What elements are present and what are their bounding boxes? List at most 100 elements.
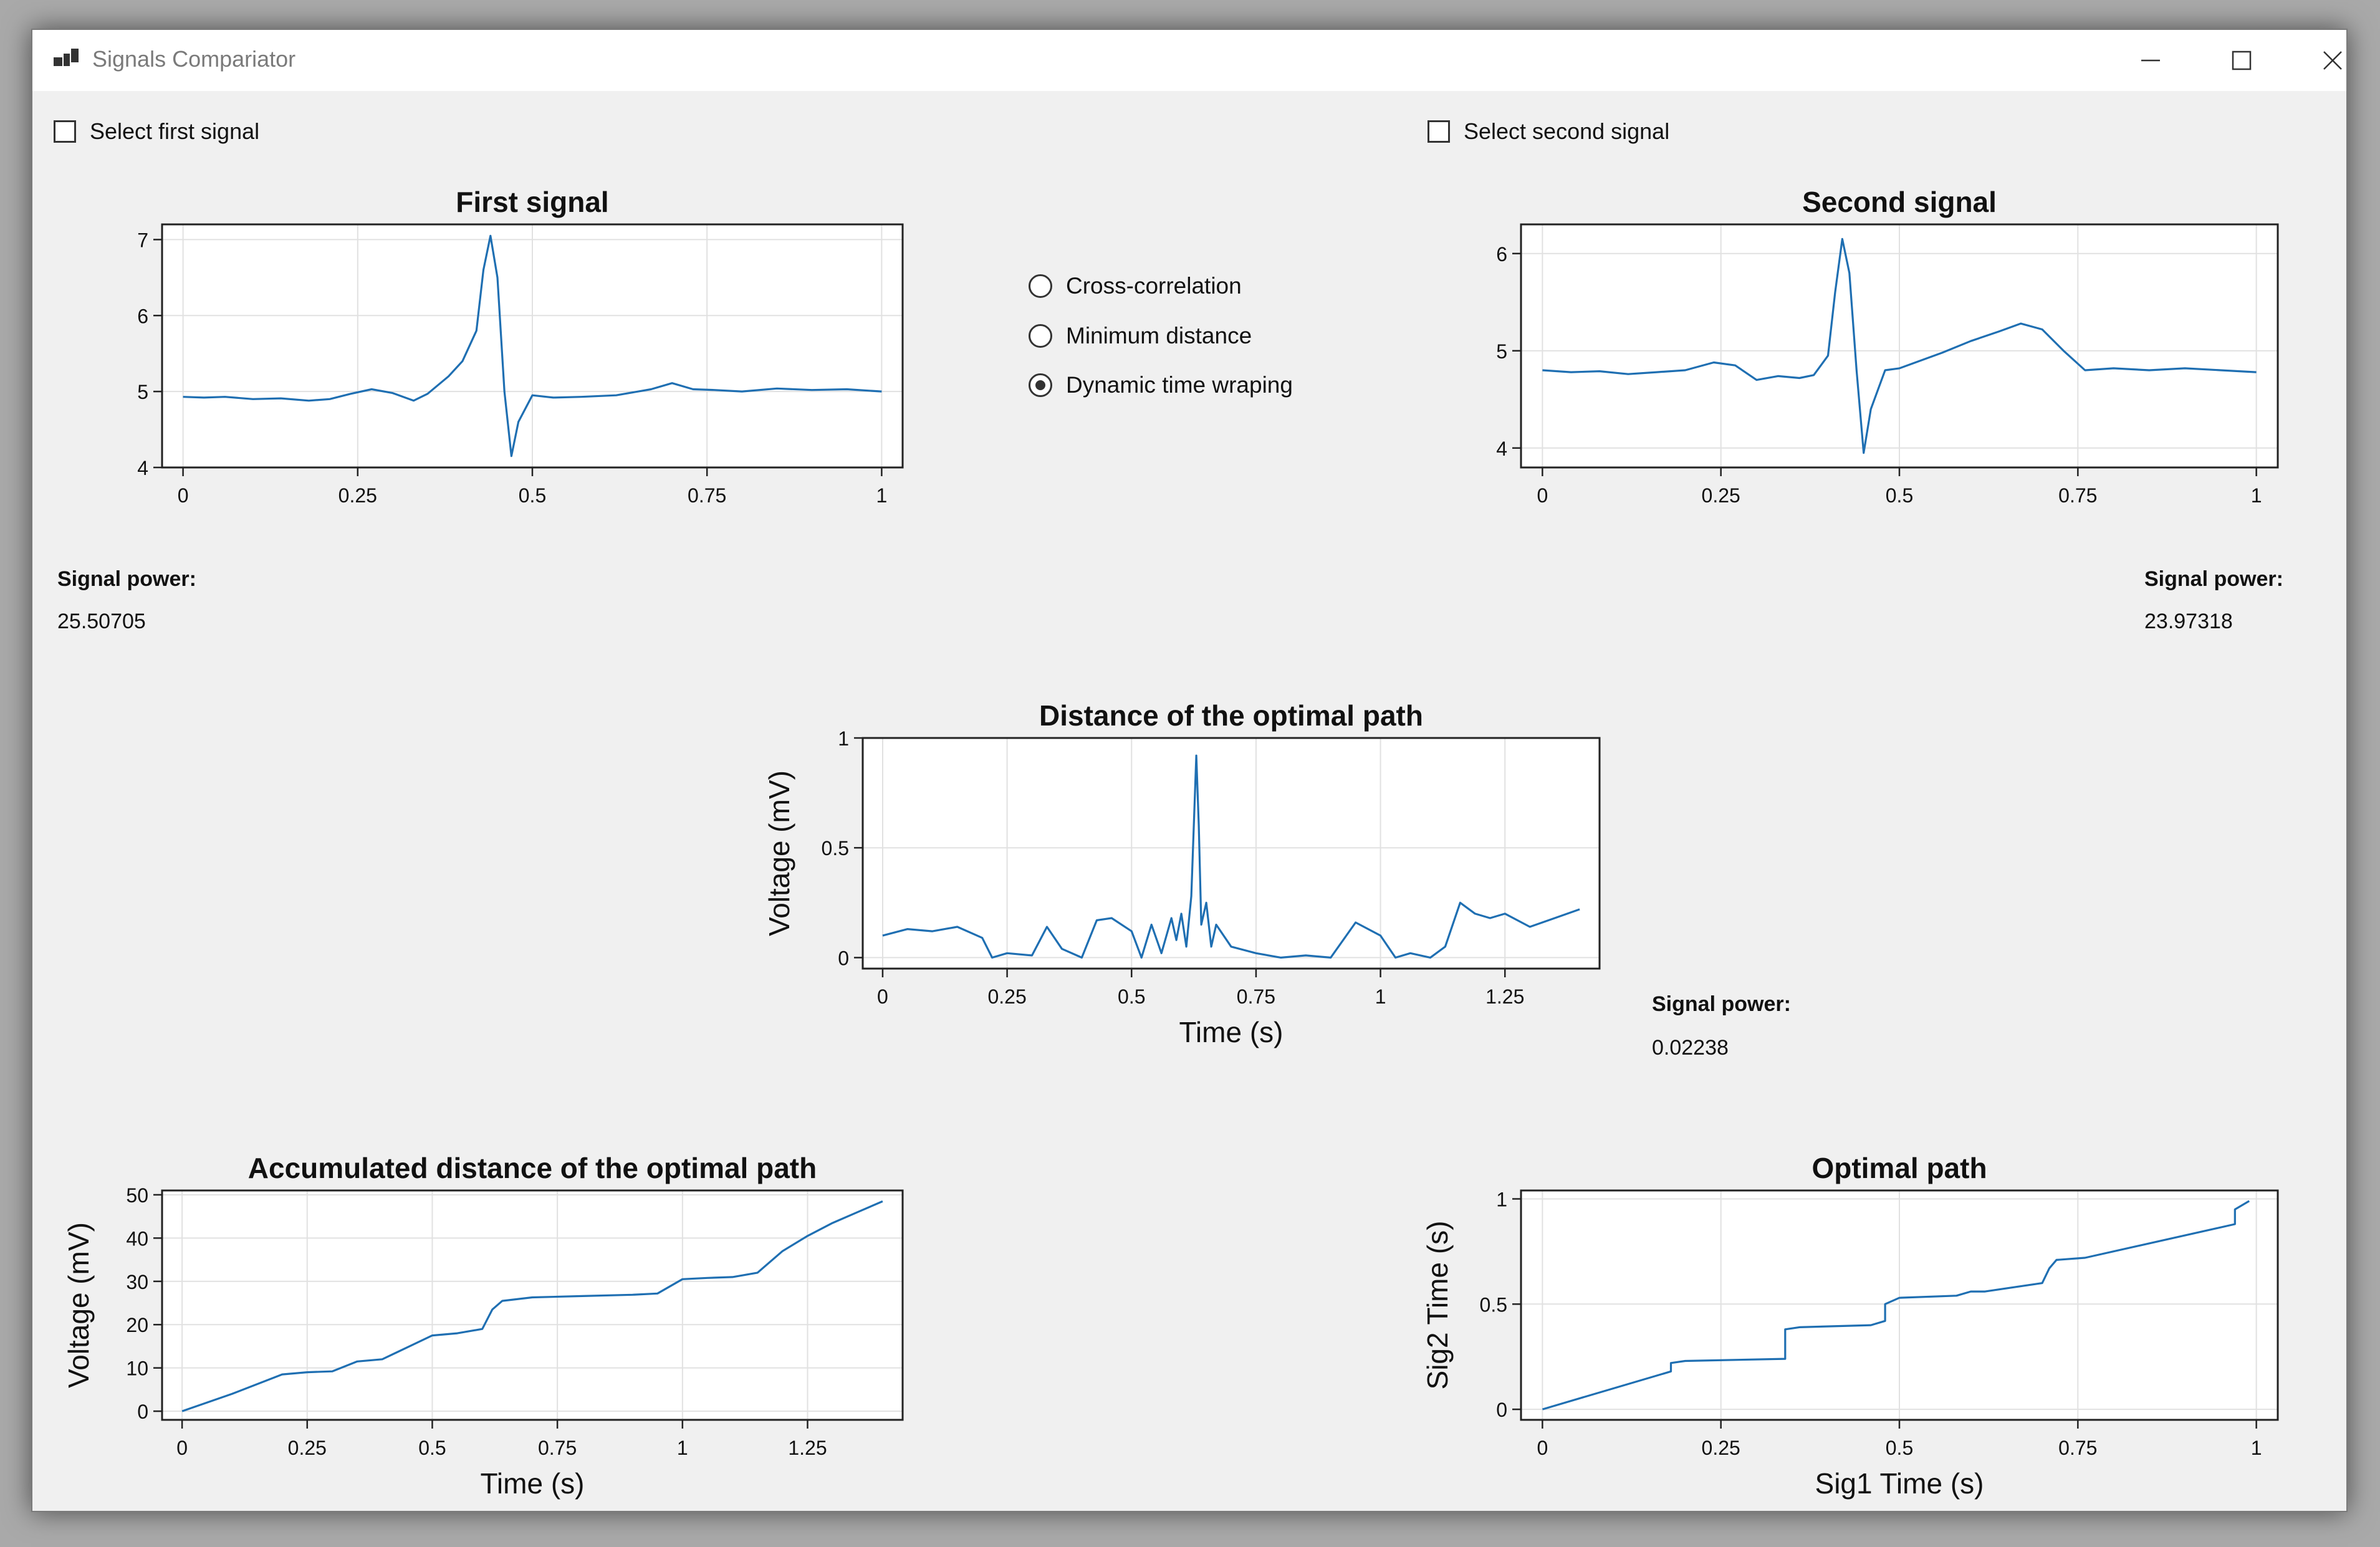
x-tick-label: 0.75	[538, 1437, 577, 1459]
x-tick-label: 0.25	[288, 1437, 327, 1459]
radio-label: Dynamic time wraping	[1066, 372, 1293, 398]
radio-minimum-distance[interactable]: Minimum distance	[1029, 323, 1252, 349]
x-tick-label: 0.5	[519, 484, 546, 507]
y-tick-label: 7	[137, 229, 148, 251]
y-tick-label: 4	[1496, 438, 1507, 460]
radio-selected-dot	[1035, 380, 1045, 390]
y-tick-label: 0.5	[822, 837, 849, 860]
y-tick-label: 0.5	[1480, 1293, 1507, 1316]
maximize-icon	[2232, 50, 2252, 70]
x-tick-label: 0.75	[1237, 985, 1275, 1008]
series-line	[183, 234, 882, 457]
y-tick-label: 0	[1496, 1399, 1507, 1421]
x-tick-label: 0.75	[2058, 484, 2097, 507]
y-tick-label: 10	[126, 1358, 148, 1380]
select-first-signal-checkbox[interactable]: Select first signal	[54, 118, 259, 145]
x-tick-label: 0.25	[987, 985, 1026, 1008]
x-tick-label: 0	[1537, 484, 1548, 507]
x-tick-label: 1.25	[788, 1437, 827, 1459]
y-axis-label: Voltage (mV)	[62, 1222, 95, 1388]
y-tick-label: 6	[137, 305, 148, 327]
series-line	[1542, 237, 2257, 454]
radio-dynamic-time-wraping[interactable]: Dynamic time wraping	[1029, 372, 1293, 398]
x-tick-label: 0	[178, 484, 189, 507]
chart-title: Accumulated distance of the optimal path	[248, 1152, 817, 1184]
chart-title: Distance of the optimal path	[1039, 699, 1423, 732]
y-tick-label: 5	[137, 381, 148, 403]
minimize-button[interactable]	[2105, 30, 2196, 91]
radio-circle[interactable]	[1029, 324, 1052, 348]
x-tick-label: 0.75	[688, 484, 726, 507]
optimal-path-chart: 0 0.25 0.5 0.75 1 0 0.5 1 Optimal path Sig1 Time …	[1421, 1152, 2279, 1500]
x-tick-label: 0.75	[2058, 1437, 2097, 1459]
checkbox-box[interactable]	[54, 120, 76, 143]
x-axis-label: Time (s)	[1179, 1016, 1284, 1048]
x-tick-label: 0.5	[1886, 1437, 1913, 1459]
x-tick-label: 0.25	[1702, 484, 1740, 507]
x-tick-label: 0	[1537, 1437, 1548, 1459]
radio-cross-correlation[interactable]: Cross-correlation	[1029, 273, 1242, 299]
y-tick-label: 50	[126, 1184, 148, 1207]
second-signal-chart: 0 0.25 0.5 0.75 1 4 5 6 Second signal	[1496, 186, 2279, 507]
maximize-button[interactable]	[2196, 30, 2287, 91]
y-axis-label: Sig2 Time (s)	[1421, 1221, 1454, 1390]
y-tick-label: 30	[126, 1271, 148, 1293]
radio-label: Minimum distance	[1066, 323, 1252, 348]
distance-power-label: Signal power:	[1652, 992, 1791, 1016]
plot-frame	[861, 737, 1601, 970]
chart-title: Second signal	[1802, 186, 1997, 218]
x-tick-label: 1	[2251, 484, 2262, 507]
checkbox-box[interactable]	[1428, 120, 1450, 143]
y-tick-label: 40	[126, 1227, 148, 1250]
x-axis-label: Sig1 Time (s)	[1815, 1467, 1984, 1500]
x-tick-label: 0.5	[1886, 484, 1913, 507]
close-button[interactable]	[2287, 30, 2378, 91]
chart-title: Optimal path	[1811, 1152, 1987, 1184]
x-tick-label: 0.25	[1702, 1437, 1740, 1459]
plot-area	[863, 738, 1600, 969]
distance-power-value: 0.02238	[1652, 1036, 1729, 1060]
radio-circle-selected[interactable]	[1029, 373, 1052, 397]
second-signal-power-label: Signal power:	[2144, 567, 2283, 591]
series-line	[1542, 1200, 2250, 1410]
minimize-icon	[2141, 59, 2160, 62]
app-window: Signals Compariator Select first signal …	[31, 29, 2348, 1512]
y-tick-label: 1	[838, 727, 849, 750]
radio-circle[interactable]	[1029, 274, 1052, 298]
x-axis-label: Time (s)	[481, 1467, 585, 1500]
y-tick-label: 0	[137, 1401, 148, 1423]
first-signal-power-value: 25.50705	[57, 610, 146, 633]
accumulated-distance-chart: 0 0.25 0.5 0.75 1 1.25 0 10 20 30 40 50 Accumulated …	[62, 1152, 904, 1500]
y-tick-label: 5	[1496, 340, 1507, 363]
second-signal-power-value: 23.97318	[2144, 610, 2233, 633]
close-icon	[2323, 51, 2342, 70]
select-second-signal-label: Select second signal	[1464, 118, 1670, 144]
series-line	[882, 754, 1580, 959]
select-first-signal-label: Select first signal	[90, 118, 260, 144]
y-axis-label: Voltage (mV)	[763, 770, 795, 936]
radio-label: Cross-correlation	[1066, 273, 1242, 299]
first-signal-chart: 0 0.25 0.5 0.75 1 4 5 6 7 First signal	[137, 186, 904, 507]
app-icon	[54, 49, 79, 66]
plot-area	[162, 1190, 903, 1420]
y-tick-label: 20	[126, 1314, 148, 1336]
y-tick-label: 4	[137, 457, 148, 479]
select-second-signal-checkbox[interactable]: Select second signal	[1428, 118, 1669, 145]
x-tick-label: 0.25	[338, 484, 377, 507]
x-tick-label: 0	[877, 985, 888, 1008]
y-tick-label: 1	[1496, 1189, 1507, 1211]
series-line	[181, 1200, 883, 1412]
x-tick-label: 0.5	[1118, 985, 1145, 1008]
x-tick-label: 1	[1375, 985, 1386, 1008]
window-title: Signals Compariator	[92, 46, 296, 72]
title-bar: Signals Compariator	[32, 30, 2346, 91]
first-signal-power-label: Signal power:	[57, 567, 196, 591]
x-tick-label: 0	[176, 1437, 188, 1459]
x-tick-label: 1	[2251, 1437, 2262, 1459]
distance-chart: 0 0.25 0.5 0.75 1 1.25 0 0.5 1 Distance of the op…	[763, 699, 1601, 1048]
y-tick-label: 0	[838, 947, 849, 969]
x-tick-label: 1	[876, 484, 887, 507]
y-tick-label: 6	[1496, 243, 1507, 266]
x-tick-label: 1.25	[1485, 985, 1524, 1008]
x-tick-label: 1	[677, 1437, 688, 1459]
